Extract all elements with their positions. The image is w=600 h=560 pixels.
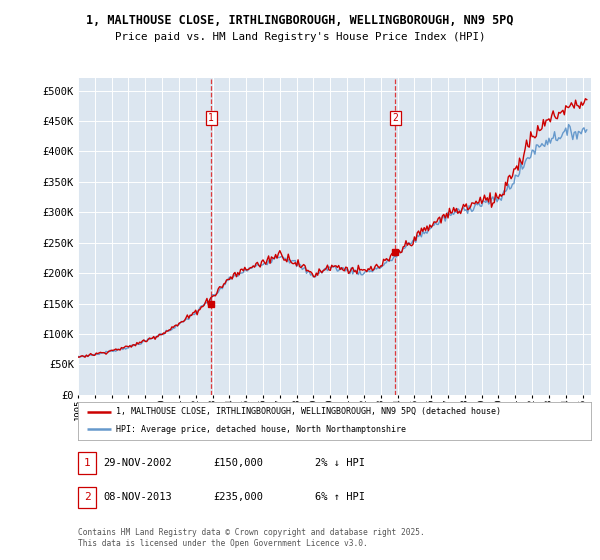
Text: Contains HM Land Registry data © Crown copyright and database right 2025.
This d: Contains HM Land Registry data © Crown c… (78, 528, 425, 548)
Text: 6% ↑ HPI: 6% ↑ HPI (315, 492, 365, 502)
Text: 1: 1 (83, 458, 91, 468)
Text: HPI: Average price, detached house, North Northamptonshire: HPI: Average price, detached house, Nort… (116, 425, 406, 434)
Text: 2% ↓ HPI: 2% ↓ HPI (315, 458, 365, 468)
Text: 08-NOV-2013: 08-NOV-2013 (103, 492, 172, 502)
Text: 1, MALTHOUSE CLOSE, IRTHLINGBOROUGH, WELLINGBOROUGH, NN9 5PQ: 1, MALTHOUSE CLOSE, IRTHLINGBOROUGH, WEL… (86, 14, 514, 27)
Text: Price paid vs. HM Land Registry's House Price Index (HPI): Price paid vs. HM Land Registry's House … (115, 32, 485, 43)
Text: 2: 2 (83, 492, 91, 502)
Text: 2: 2 (392, 113, 398, 123)
Text: £150,000: £150,000 (213, 458, 263, 468)
Text: 1, MALTHOUSE CLOSE, IRTHLINGBOROUGH, WELLINGBOROUGH, NN9 5PQ (detached house): 1, MALTHOUSE CLOSE, IRTHLINGBOROUGH, WEL… (116, 407, 502, 416)
Text: £235,000: £235,000 (213, 492, 263, 502)
Text: 29-NOV-2002: 29-NOV-2002 (103, 458, 172, 468)
Text: 1: 1 (208, 113, 214, 123)
